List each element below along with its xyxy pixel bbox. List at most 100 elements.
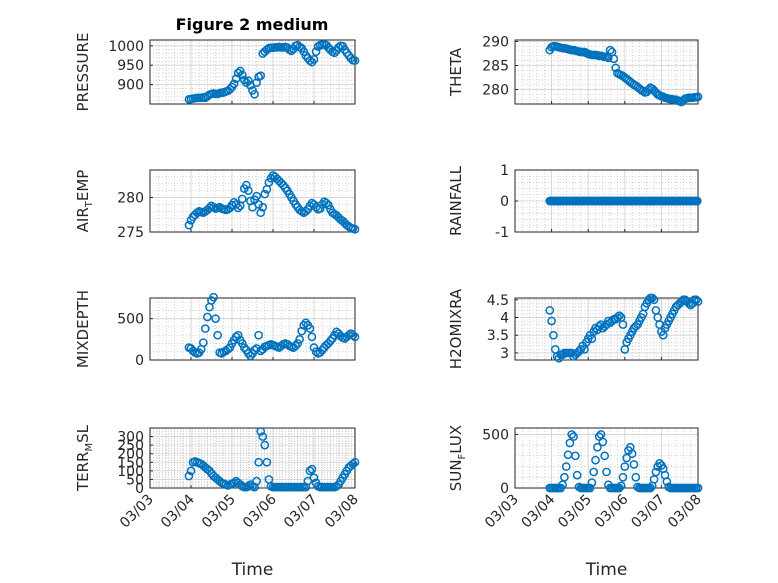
data-point — [326, 336, 335, 346]
data-point — [244, 76, 253, 86]
data-point — [589, 467, 599, 477]
series-markers — [184, 427, 360, 492]
data-point — [549, 330, 558, 340]
y-tick-label: 50 — [126, 472, 144, 488]
data-point — [350, 56, 360, 65]
data-point — [213, 330, 222, 340]
y-tick-label: 250 — [117, 438, 144, 454]
data-point — [618, 472, 628, 482]
data-point — [256, 427, 266, 436]
data-point — [598, 437, 608, 447]
data-point — [620, 462, 630, 471]
axes-box — [149, 39, 356, 105]
y-tick-label: 1000 — [108, 39, 144, 55]
y-tick-label: -1 — [495, 225, 509, 241]
data-point — [301, 206, 311, 216]
data-point — [250, 345, 259, 355]
data-point — [254, 457, 263, 467]
data-point — [309, 473, 319, 483]
data-point — [614, 311, 624, 321]
data-point — [602, 467, 611, 477]
y-tick-label: 300 — [117, 430, 144, 446]
data-point — [242, 180, 251, 190]
data-point — [239, 343, 249, 352]
data-point — [309, 55, 319, 64]
data-point — [264, 178, 274, 187]
data-point — [647, 293, 657, 303]
data-point — [649, 295, 659, 305]
data-point — [244, 481, 253, 491]
data-point — [348, 330, 358, 340]
y-tick-label: 3 — [500, 346, 509, 362]
data-point — [631, 472, 641, 482]
data-point — [348, 459, 358, 469]
y-tick-label: 0 — [135, 353, 144, 369]
y-axis-label: PRESSURE — [74, 33, 92, 112]
data-point — [260, 189, 270, 199]
y-tick-label: 500 — [482, 427, 509, 443]
data-point — [184, 220, 194, 230]
y-tick-label: 950 — [117, 58, 144, 74]
data-point — [211, 314, 220, 324]
subplot-h2omixra: 3 3.5 44.5 H2OMIXRA — [447, 288, 703, 369]
data-point — [627, 449, 637, 459]
data-point — [587, 478, 597, 487]
y-tick-label: 150 — [117, 455, 144, 471]
data-point — [201, 324, 210, 333]
data-point — [205, 203, 214, 213]
y-tick-label: 4 — [500, 310, 509, 326]
subplot-pressure: 900 950 1000 PRESSURE — [74, 33, 360, 112]
data-point — [638, 86, 648, 96]
data-point — [250, 89, 259, 99]
data-point — [301, 318, 311, 328]
data-point — [611, 63, 621, 73]
y-axis-label: THETA — [447, 47, 465, 97]
data-point — [693, 483, 703, 493]
series-markers — [545, 430, 703, 493]
y-axis-label: MIXDEPTH — [74, 290, 92, 368]
data-point — [569, 432, 578, 441]
data-point — [315, 204, 325, 213]
data-point — [605, 45, 615, 55]
y-tick-label: 280 — [117, 191, 144, 207]
data-point — [305, 324, 315, 333]
data-point — [186, 466, 196, 476]
axes-box — [149, 169, 356, 233]
data-point — [350, 457, 360, 467]
y-axis-label: H2OMIXRA — [447, 288, 465, 369]
y-tick-label: 900 — [117, 78, 144, 94]
y-tick-label: 1 — [500, 163, 509, 179]
data-point — [691, 295, 701, 305]
data-point — [309, 343, 319, 352]
axes-box — [149, 297, 356, 361]
data-point — [321, 198, 331, 208]
data-point — [305, 466, 315, 476]
data-point — [256, 71, 266, 81]
y-axis-label: RAINFALL — [447, 165, 465, 236]
y-tick-label: 200 — [117, 447, 144, 463]
data-point — [324, 200, 333, 210]
y-axis-label: SUNFLUX — [447, 425, 468, 491]
data-point — [209, 293, 218, 302]
y-tick-label: 500 — [117, 312, 144, 328]
data-point — [571, 451, 580, 461]
data-point — [233, 68, 243, 78]
data-point — [565, 438, 575, 448]
data-point — [693, 297, 703, 306]
data-point — [600, 451, 610, 461]
data-point — [305, 56, 315, 65]
y-tick-label: 100 — [117, 464, 144, 480]
series-markers — [184, 39, 360, 104]
series-markers — [545, 196, 702, 206]
series-markers — [184, 171, 360, 234]
data-point — [644, 85, 653, 94]
data-point — [258, 432, 268, 441]
data-point — [618, 320, 628, 329]
data-point — [203, 312, 212, 322]
data-point — [593, 442, 602, 452]
data-point — [246, 351, 255, 361]
data-point — [233, 330, 243, 340]
x-axis-label: Time — [231, 560, 274, 580]
data-point — [585, 483, 595, 493]
